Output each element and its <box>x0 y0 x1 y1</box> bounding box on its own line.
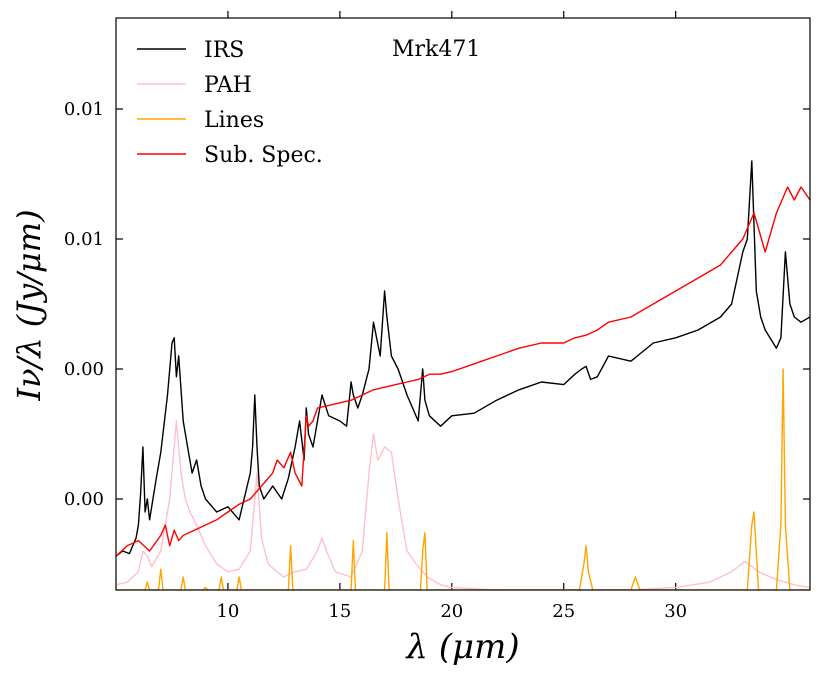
chart-title: Mrk471 <box>392 37 480 62</box>
series-line-pah <box>116 420 810 590</box>
legend-label: Lines <box>204 108 264 133</box>
x-tick-label: 25 <box>552 601 575 622</box>
legend-label: IRS <box>204 38 244 63</box>
legend-label: Sub. Spec. <box>204 143 323 168</box>
x-tick-label: 15 <box>328 601 351 622</box>
series-line-sub-spec <box>116 186 810 557</box>
y-axis-title: Iν/λ (Jy/μm) <box>10 209 48 401</box>
legend: IRS PAH Lines Sub. Spec. <box>137 38 323 168</box>
legend-label: PAH <box>204 73 252 98</box>
x-tick-label: 30 <box>664 601 687 622</box>
series-line-irs <box>116 160 810 557</box>
x-tick-label: 20 <box>440 601 463 622</box>
series-line-lines <box>116 368 810 590</box>
y-tick-label: 0.01 <box>64 229 104 250</box>
y-tick-label: 0.00 <box>64 489 104 510</box>
plot-frame <box>115 17 811 591</box>
x-tick-label: 10 <box>216 601 239 622</box>
y-tick-label: 0.01 <box>64 99 104 120</box>
y-tick-label: 0.00 <box>64 359 104 380</box>
x-axis-title: λ (μm) <box>404 627 519 667</box>
